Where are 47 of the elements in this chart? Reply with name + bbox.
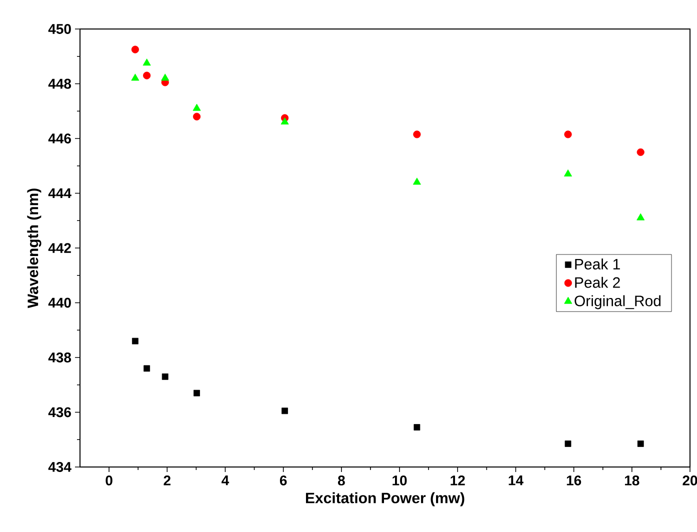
point	[131, 46, 139, 54]
point	[280, 117, 289, 124]
point	[143, 72, 151, 80]
point	[132, 338, 138, 344]
point	[564, 130, 572, 138]
y-tick-label: 438	[48, 352, 72, 362]
point	[144, 365, 150, 372]
point	[192, 112, 201, 120]
x-tick-label: 10	[392, 476, 407, 486]
x-tick-label: 16	[566, 476, 582, 486]
legend-label: Original_Rod	[574, 295, 661, 310]
y-tick-label: 436	[48, 407, 71, 418]
y-tick-label: 444	[48, 188, 72, 198]
point	[412, 178, 421, 185]
legend-label: Peak 2	[575, 276, 620, 288]
x-tick-label: 8	[338, 476, 345, 486]
x-tick-label: 20	[682, 476, 697, 486]
point	[636, 213, 645, 220]
point	[142, 58, 151, 66]
y-tick-label: 434	[48, 462, 72, 472]
y-tick-label: 446	[48, 134, 71, 144]
x-tick-label: 0	[106, 476, 112, 486]
x-tick-label: 12	[450, 476, 465, 486]
x-tick-label: 6	[280, 476, 287, 486]
point	[414, 424, 420, 430]
y-axis-title: Wavelength (nm)	[27, 188, 42, 308]
point	[282, 408, 288, 414]
y-tick-label: 450	[48, 24, 71, 34]
point	[131, 74, 140, 81]
y-tick-label: 440	[48, 298, 71, 308]
point	[636, 148, 644, 156]
x-tick-label: 2	[164, 476, 170, 486]
legend-label: Peak 1	[575, 258, 620, 270]
x-tick-label: 14	[508, 476, 524, 486]
point	[564, 169, 572, 176]
point	[637, 440, 644, 447]
y-tick-label: 448	[48, 78, 72, 89]
point	[162, 373, 168, 380]
y-tick-label: 442	[48, 243, 71, 253]
x-axis-title: Excitation Power (mw)	[306, 492, 464, 506]
point	[192, 104, 201, 111]
point	[194, 390, 200, 396]
x-tick-label: 4	[222, 476, 230, 486]
point	[564, 440, 572, 447]
point	[413, 130, 421, 138]
x-tick-label: 18	[624, 476, 640, 486]
point	[161, 74, 170, 81]
